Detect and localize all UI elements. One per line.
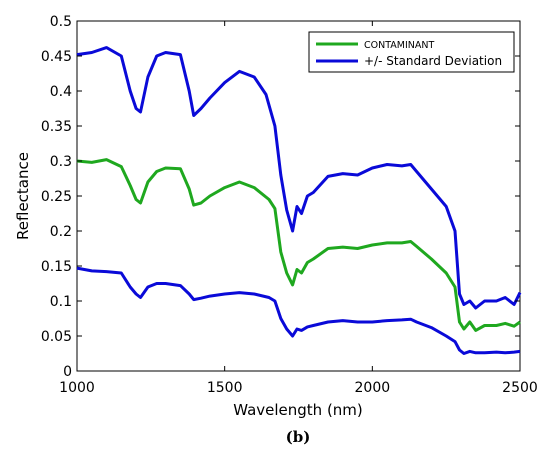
legend-box — [308, 31, 515, 73]
panel-label: (b) — [286, 428, 311, 446]
series-line-0 — [76, 158, 521, 332]
x-axis-title: Wavelength (nm) — [233, 401, 363, 419]
legend-label-contaminant: CONTAMINANT — [364, 40, 434, 51]
plot-area — [76, 20, 521, 372]
series-line-1 — [76, 46, 522, 310]
y-tick-label: 0.2 — [50, 224, 72, 240]
y-tick-label: 0 — [63, 364, 72, 380]
x-tick-label: 1000 — [59, 380, 95, 396]
x-tick-label: 2500 — [502, 380, 538, 396]
series-line-2 — [76, 266, 521, 355]
y-axis-title: Reflectance — [14, 152, 32, 240]
y-tick-label: 0.45 — [41, 49, 72, 65]
x-tick-label: 2000 — [355, 380, 391, 396]
series-layer — [76, 46, 522, 355]
y-tick-label: 0.25 — [41, 189, 72, 205]
y-tick-label: 0.1 — [50, 294, 72, 310]
y-tick-label: 0.15 — [41, 259, 72, 275]
legend: CONTAMINANT +/- Standard Deviation — [308, 31, 515, 73]
legend-label-std: +/- Standard Deviation — [364, 54, 502, 68]
y-tick-label: 0.05 — [41, 329, 72, 345]
y-tick-label: 0.35 — [41, 119, 72, 135]
y-tick-label: 0.5 — [50, 14, 72, 30]
axis-ticks: 1000 1500 2000 2500 0 0.05 0.1 0.15 0.2 0.25 0.3 0.… — [41, 14, 538, 396]
x-tick-label: 1500 — [207, 380, 243, 396]
y-tick-label: 0.3 — [50, 154, 72, 170]
y-tick-label: 0.4 — [50, 84, 72, 100]
